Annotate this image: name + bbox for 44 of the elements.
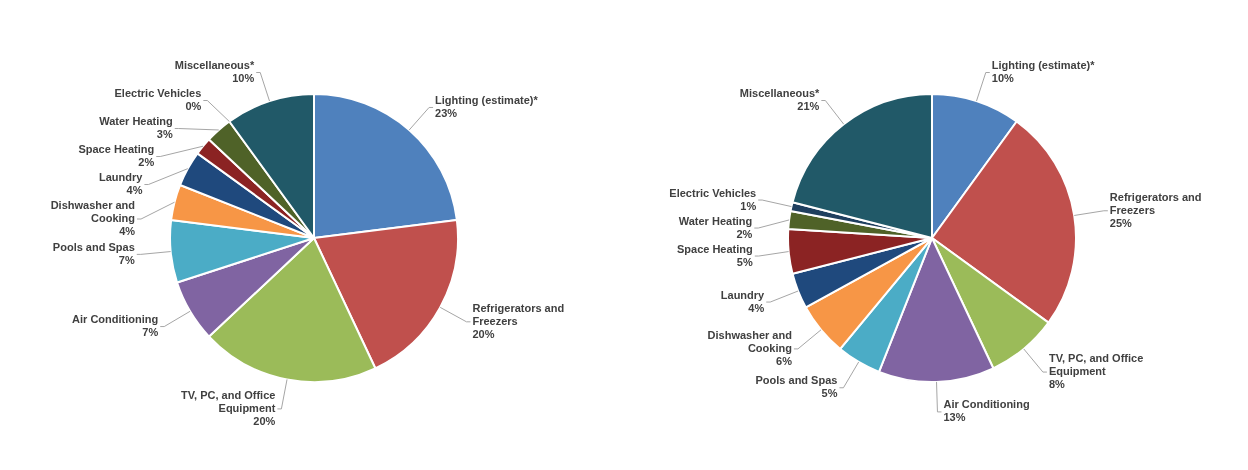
data-label: 8% [1048, 378, 1066, 391]
data-label: 5% [821, 387, 838, 400]
data-label: 5% [736, 255, 753, 268]
category-label: Electric Vehicles [114, 87, 202, 100]
slice-label: Water Heating [678, 214, 753, 227]
slice-label: Air Conditioning [943, 398, 1030, 411]
data-label: 21% [797, 100, 820, 113]
data-label: 20% [253, 414, 276, 427]
slice-label: Lighting (estimate)* [435, 94, 539, 107]
data-label: 2% [138, 156, 155, 169]
data-label: 2% [736, 227, 753, 240]
slice-label: Laundry [99, 171, 144, 184]
data-label: 20% [472, 327, 495, 340]
data-label: 10% [232, 72, 255, 85]
data-label: 25% [1109, 216, 1133, 229]
slice-label: Electric Vehicles [669, 186, 757, 199]
data-label: 1% [740, 199, 757, 212]
text: 0% [185, 100, 202, 113]
data-label: 10% [991, 72, 1014, 85]
slice-label: Pools and Spas [52, 240, 135, 253]
slice-label: Air Conditioning [72, 313, 159, 326]
slice-label: Laundry [720, 288, 766, 301]
data-label: 7% [118, 253, 135, 266]
slice-label: Pools and Spas [755, 374, 838, 387]
slice-label: Dishwasher and Cooking [707, 328, 792, 354]
slice-label: Dishwasher and Cooking [50, 199, 136, 225]
data-label: 4% [119, 225, 136, 238]
slice-label: TV, PC, and Office Equipment [181, 388, 276, 414]
data-label: 23% [435, 107, 458, 120]
slice-label: Space Heating [78, 143, 155, 156]
slice-label: TV, PC, and Office Equipment [1048, 352, 1144, 378]
data-label: 4% [126, 184, 143, 197]
data-label: 13% [943, 411, 966, 424]
data-label: 7% [142, 326, 159, 339]
data-label: 4% [748, 301, 765, 314]
slice-label: Refrigerators and Freezers [1109, 190, 1202, 216]
data-label: 6% [776, 354, 793, 367]
slice-label: Miscellaneous* [174, 59, 255, 72]
data-label: 3% [156, 128, 173, 141]
slice-label: Lighting (estimate)* [991, 59, 1096, 72]
slice-label: Miscellaneous* [739, 87, 821, 100]
slice-label: Water Heating [99, 115, 173, 128]
slice-label: Space Heating [676, 242, 753, 255]
slice-label: Refrigerators and Freezers [472, 301, 565, 327]
